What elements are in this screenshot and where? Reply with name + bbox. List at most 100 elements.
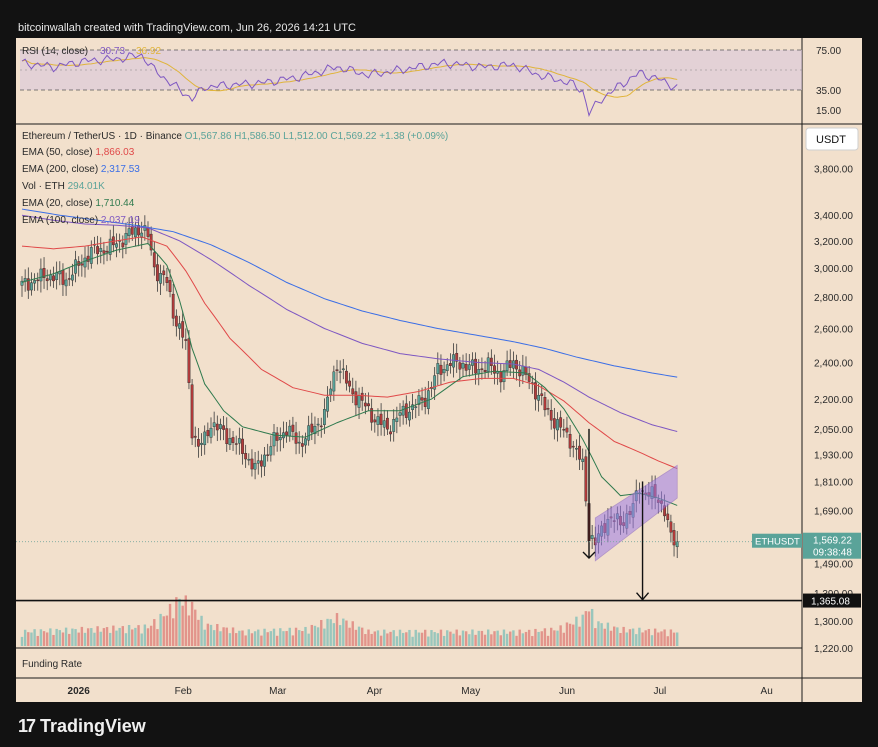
volume-bar (383, 629, 386, 646)
candle-body (272, 432, 276, 447)
candle-body (42, 268, 46, 278)
candle-body (121, 242, 125, 248)
candle-body (458, 362, 462, 370)
candle-body (184, 339, 188, 341)
candle-body (310, 423, 314, 433)
volume-bar (499, 635, 502, 646)
volume-bar (46, 632, 49, 646)
x-tick-label: Jun (559, 686, 575, 697)
volume-bar (115, 630, 118, 646)
chart-area[interactable]: RSI (14, close) 30.73 36.92 75.00 35.00 15.00… (16, 38, 862, 702)
volume-bar (168, 603, 172, 646)
candle-body (493, 365, 496, 374)
volume-bar (518, 629, 521, 646)
candle-body (332, 371, 336, 392)
volume-bar (603, 628, 606, 646)
volume-bar (206, 623, 210, 646)
volume-bar (86, 628, 90, 646)
volume-bar (600, 623, 603, 646)
volume-bar (74, 629, 77, 646)
candle-body (464, 364, 468, 371)
volume-bar (395, 636, 399, 646)
candle-body (206, 430, 210, 437)
volume-bar (235, 633, 238, 646)
indicator-value: 1,710.44 (95, 198, 134, 209)
price-tick-label: 2,800.00 (814, 293, 853, 304)
volume-bar (342, 618, 345, 646)
candle-body (666, 513, 670, 521)
candle-body (67, 278, 71, 280)
volume-bar (424, 629, 427, 646)
candle-body (156, 264, 159, 282)
price-tick-label: 1,930.00 (814, 450, 853, 461)
volume-bar (338, 625, 342, 646)
indicator-value: 2,037.19 (101, 215, 140, 226)
candle-body (307, 425, 311, 441)
rsi-legend-label: RSI (14, close) (22, 46, 88, 57)
volume-bar (631, 628, 635, 646)
volume-bar (379, 635, 383, 646)
currency-button[interactable]: USDT (816, 134, 846, 146)
volume-bar (307, 633, 310, 646)
tradingview-logo[interactable]: 17 TradingView (18, 716, 146, 737)
volume-bar (316, 627, 320, 646)
tradingview-logo-text: TradingView (40, 716, 146, 736)
volume-bar (493, 631, 496, 646)
volume-bar (156, 629, 159, 646)
volume-bar (452, 633, 455, 646)
candle-body (300, 443, 304, 447)
candle-body (162, 270, 166, 276)
volume-bar (606, 622, 610, 646)
volume-bar (657, 632, 660, 646)
indicator-legend: EMA (50, close) 1,866.03 (22, 147, 135, 158)
volume-bar (474, 634, 477, 646)
volume-bar (370, 633, 373, 646)
support-label-bg (803, 593, 861, 608)
candle-body (304, 438, 307, 446)
candle-body (178, 323, 181, 329)
candle-body (345, 370, 348, 384)
volume-bar (414, 629, 417, 646)
candle-body (152, 252, 156, 268)
volume-bar (121, 626, 124, 646)
price-tick-label: 2,050.00 (814, 425, 853, 436)
candle-body (215, 423, 219, 431)
volume-bar (134, 627, 137, 646)
candle-body (486, 357, 490, 372)
indicator-value: 1,866.03 (95, 147, 134, 158)
volume-bar (216, 624, 219, 646)
volume-bar (61, 632, 65, 646)
volume-bar (39, 629, 43, 646)
volume-bar (23, 629, 27, 646)
candle-body (187, 338, 191, 383)
chart-svg[interactable]: RSI (14, close) 30.73 36.92 75.00 35.00 15.00… (16, 38, 862, 702)
candle-body (373, 419, 377, 423)
volume-bar (376, 630, 380, 646)
candle-body (411, 404, 414, 411)
candle-body (445, 364, 449, 371)
candle-body (581, 458, 585, 462)
volume-bar (386, 633, 389, 646)
volume-bar (247, 629, 250, 646)
rsi-line (21, 52, 678, 118)
volume-bar (417, 632, 421, 646)
volume-bar (597, 621, 600, 646)
candle-body (200, 442, 203, 445)
candle-body (442, 369, 446, 374)
volume-bar (550, 627, 553, 646)
volume-bar (112, 625, 115, 646)
candle-body (237, 438, 241, 444)
volume-bar (449, 631, 452, 646)
rising-channel (594, 464, 678, 562)
price-tick-label: 3,400.00 (814, 211, 853, 222)
candle-body (228, 438, 232, 445)
currency-button-bg (805, 127, 859, 151)
candle-body (263, 454, 266, 467)
volume-bar (663, 629, 666, 646)
volume-bar (320, 619, 323, 646)
volume-bar (184, 595, 187, 646)
indicator-value: 294.01K (68, 181, 106, 192)
volume-bar (556, 630, 559, 646)
candle-body (474, 358, 477, 374)
volume-bar (594, 628, 597, 646)
